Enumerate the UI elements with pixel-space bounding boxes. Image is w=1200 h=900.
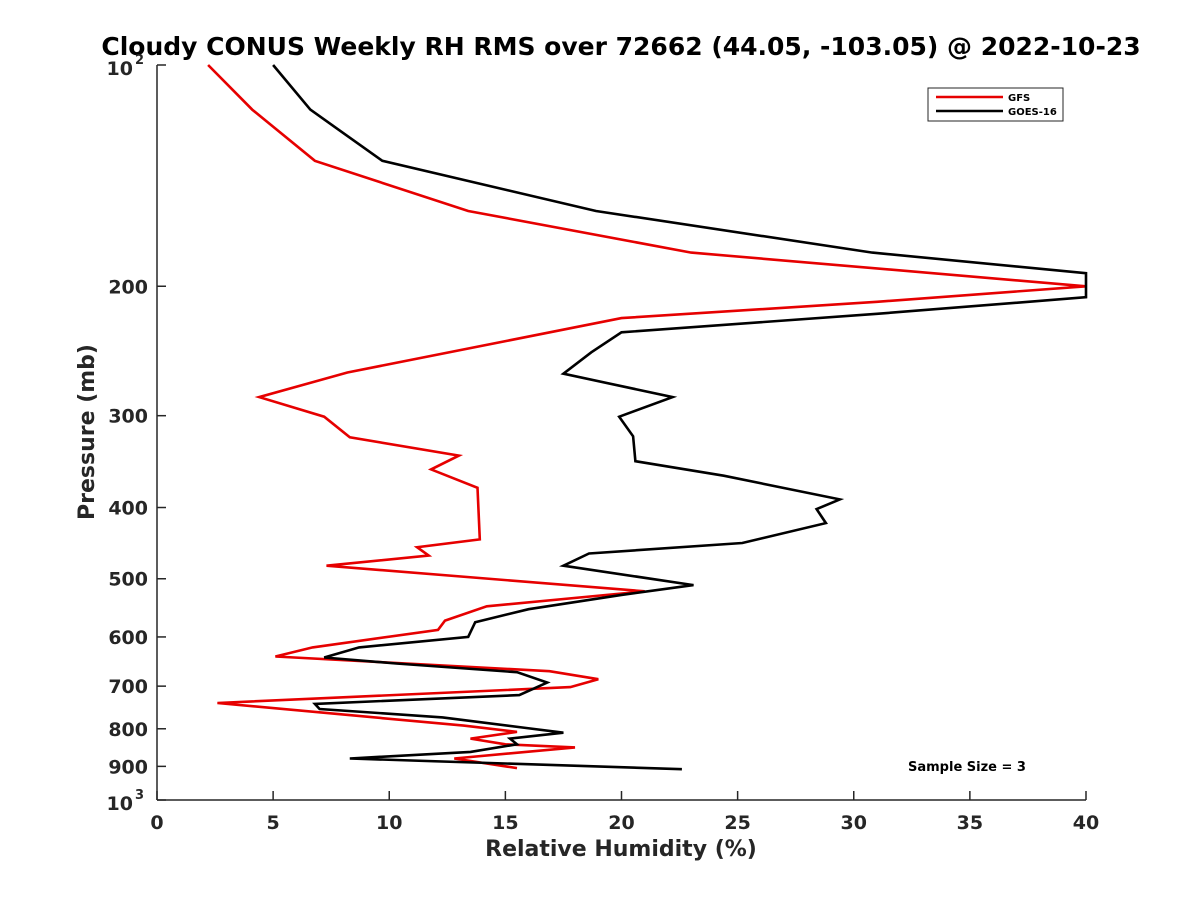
series-line-goes16 — [272, 64, 1088, 771]
x-tick-label: 40 — [1073, 812, 1099, 834]
y-tick-label-power: 10 3 — [107, 788, 145, 815]
x-tick-label: 15 — [492, 812, 518, 834]
x-tick-label: 5 — [267, 812, 280, 834]
x-tick-label: 35 — [957, 812, 983, 834]
series-layer — [207, 64, 1088, 771]
x-tick-label: 10 — [376, 812, 402, 834]
x-ticks: 0 5 10 15 20 25 30 35 40 — [150, 791, 1099, 834]
y-tick-label: 500 — [108, 569, 148, 591]
sample-size-annotation: Sample Size = 3 — [908, 760, 1026, 775]
series-line-gfs — [207, 64, 1087, 770]
x-tick-label: 30 — [841, 812, 867, 834]
y-tick-label-base: 10 — [107, 58, 133, 80]
y-tick-label-base: 10 — [107, 793, 133, 815]
legend-box — [927, 87, 1064, 122]
legend-label-goes16: GOES-16 — [1008, 107, 1057, 118]
x-axis-label: Relative Humidity (%) — [485, 837, 757, 862]
y-tick-label: 200 — [108, 276, 148, 298]
legend-label-gfs: GFS — [1008, 93, 1030, 104]
y-tick-label: 700 — [108, 676, 148, 698]
y-tick-label-exponent: 3 — [135, 788, 144, 803]
y-tick-label: 300 — [108, 406, 148, 428]
legend: GFS GOES-16 — [927, 87, 1064, 122]
x-tick-label: 0 — [150, 812, 163, 834]
y-tick-label-power: 10 2 — [107, 53, 145, 80]
y-tick-label: 900 — [108, 756, 148, 778]
y-tick-label: 800 — [108, 719, 148, 741]
x-tick-label: 25 — [724, 812, 750, 834]
y-tick-label: 400 — [108, 498, 148, 520]
chart-title: Cloudy CONUS Weekly RH RMS over 72662 (4… — [101, 32, 1140, 61]
x-tick-label: 20 — [608, 812, 634, 834]
y-tick-label: 600 — [108, 627, 148, 649]
y-axis-label: Pressure (mb) — [75, 344, 100, 520]
y-tick-label-exponent: 2 — [135, 53, 144, 68]
